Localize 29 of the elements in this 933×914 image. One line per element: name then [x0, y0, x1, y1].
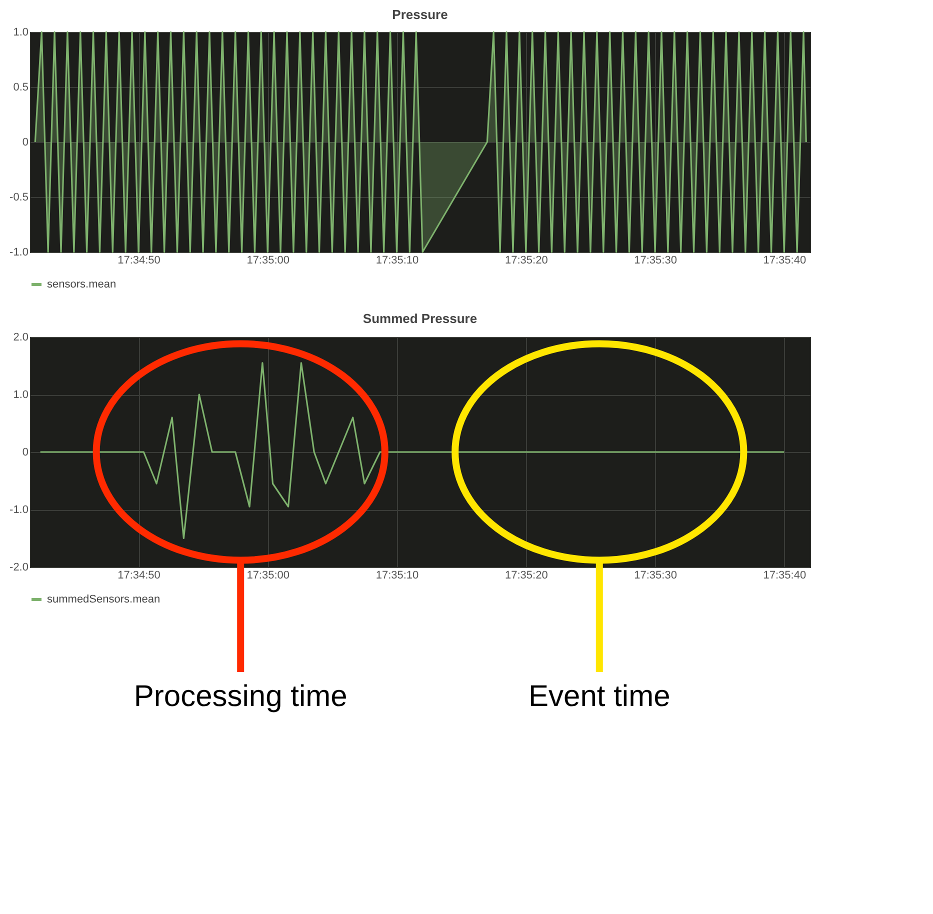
- chart-title: Summed Pressure: [362, 310, 478, 326]
- y-tick-label: -2.0: [10, 562, 28, 574]
- x-tick-label: 17:35:20: [504, 570, 548, 582]
- x-tick-label: 17:34:50: [118, 254, 160, 266]
- y-tick-label: 0: [22, 446, 28, 458]
- y-tick-label: 2.0: [13, 332, 28, 344]
- x-tick-label: 17:35:00: [246, 570, 290, 582]
- x-tick-label: 17:35:10: [376, 570, 419, 582]
- text: Event time: [528, 680, 670, 713]
- x-tick-label: 17:34:50: [118, 570, 160, 582]
- y-tick-label: -0.5: [10, 192, 28, 204]
- x-tick-label: 17:35:20: [504, 254, 548, 266]
- line-series: [40, 362, 785, 540]
- x-tick-label: 17:35:40: [763, 254, 806, 266]
- y-tick-label: 1.0: [13, 26, 28, 38]
- x-tick-label: 17:35:30: [634, 254, 677, 266]
- x-tick-label: 17:35:40: [763, 570, 806, 582]
- y-tick-label: -1.0: [10, 504, 28, 516]
- x-tick-label: 17:35:10: [376, 254, 419, 266]
- y-tick-label: 1.0: [13, 389, 28, 401]
- text: Processing time: [134, 680, 348, 713]
- y-tick-label: 0.5: [13, 82, 28, 94]
- x-tick-label: 17:35:30: [634, 570, 677, 582]
- legend-label: summedSensors.mean: [47, 594, 160, 606]
- chart-title: Pressure: [392, 7, 448, 22]
- y-tick-label: 0: [22, 136, 28, 148]
- y-tick-label: -1.0: [10, 246, 28, 258]
- x-tick-label: 17:35:00: [246, 254, 290, 266]
- legend-label: sensors.mean: [47, 278, 116, 290]
